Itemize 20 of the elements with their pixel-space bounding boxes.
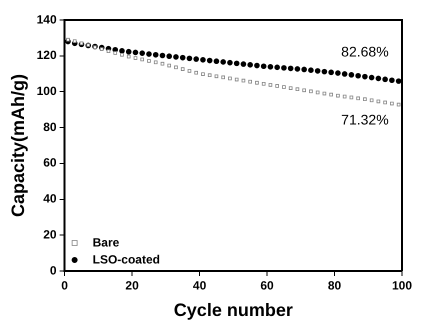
y-tick-label: 100 [36, 84, 57, 98]
y-tick-label: 20 [43, 227, 57, 242]
y-tick-label: 140 [36, 12, 57, 26]
x-tick-label: 40 [192, 278, 207, 293]
x-tick-label: 60 [260, 278, 274, 293]
x-axis-title: Cycle number [174, 300, 293, 320]
x-tick-label: 0 [61, 278, 68, 293]
y-tick-label: 0 [50, 263, 57, 278]
annotation: 82.68% [341, 43, 389, 60]
legend-label: LSO-coated [92, 252, 160, 266]
annotation: 71.32% [341, 111, 389, 128]
y-axis-title: Capacity(mAh/g) [8, 74, 28, 218]
legend-label: Bare [92, 235, 120, 250]
y-tick-label: 120 [36, 48, 57, 62]
x-tick-label: 100 [392, 278, 412, 293]
y-tick-label: 80 [43, 120, 57, 134]
x-tick-label: 80 [328, 278, 342, 293]
y-tick-label: 60 [43, 156, 57, 170]
x-tick-label: 20 [125, 278, 140, 293]
y-tick-label: 40 [43, 192, 57, 206]
